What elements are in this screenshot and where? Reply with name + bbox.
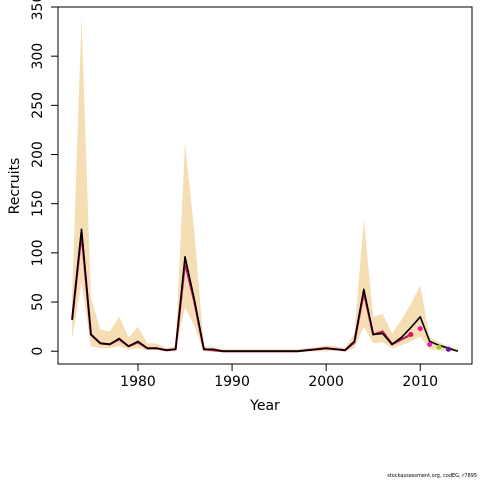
x-tick-label-1990: 1990: [214, 374, 250, 390]
x-tick-label-2000: 2000: [308, 374, 344, 390]
confidence-band-layer: [72, 17, 458, 352]
y-tick-label-150: 150: [30, 190, 46, 217]
series-line-2: [71, 228, 459, 353]
x-axis-title: Year: [249, 398, 280, 414]
series-lines-layer: [71, 228, 459, 353]
x-axis: 1980 1990 2000 2010: [120, 364, 438, 390]
y-tick-label-250: 250: [30, 92, 46, 119]
points-layer: [408, 326, 451, 352]
x-tick-label-1980: 1980: [120, 374, 156, 390]
data-point-2011: [427, 341, 433, 347]
x-tick-label-2010: 2010: [402, 374, 438, 390]
data-point-2010: [417, 326, 423, 332]
y-axis-title: Recruits: [7, 158, 23, 215]
y-tick-label-200: 200: [30, 141, 46, 168]
y-axis: 0 50 100 150 200 250 300 350: [30, 0, 58, 356]
credit-text: stockassessment.org, codEG, r7895: [387, 473, 477, 479]
y-tick-label-50: 50: [30, 293, 46, 311]
y-tick-label-100: 100: [30, 240, 46, 267]
data-point-2009: [408, 331, 414, 337]
plot-frame: [57, 6, 473, 365]
confidence-band: [72, 17, 458, 352]
data-point-2012: [436, 344, 442, 350]
y-tick-label-350: 350: [30, 0, 46, 20]
y-tick-label-0: 0: [30, 347, 46, 356]
y-tick-label-300: 300: [30, 43, 46, 70]
data-point-2013: [445, 346, 451, 352]
